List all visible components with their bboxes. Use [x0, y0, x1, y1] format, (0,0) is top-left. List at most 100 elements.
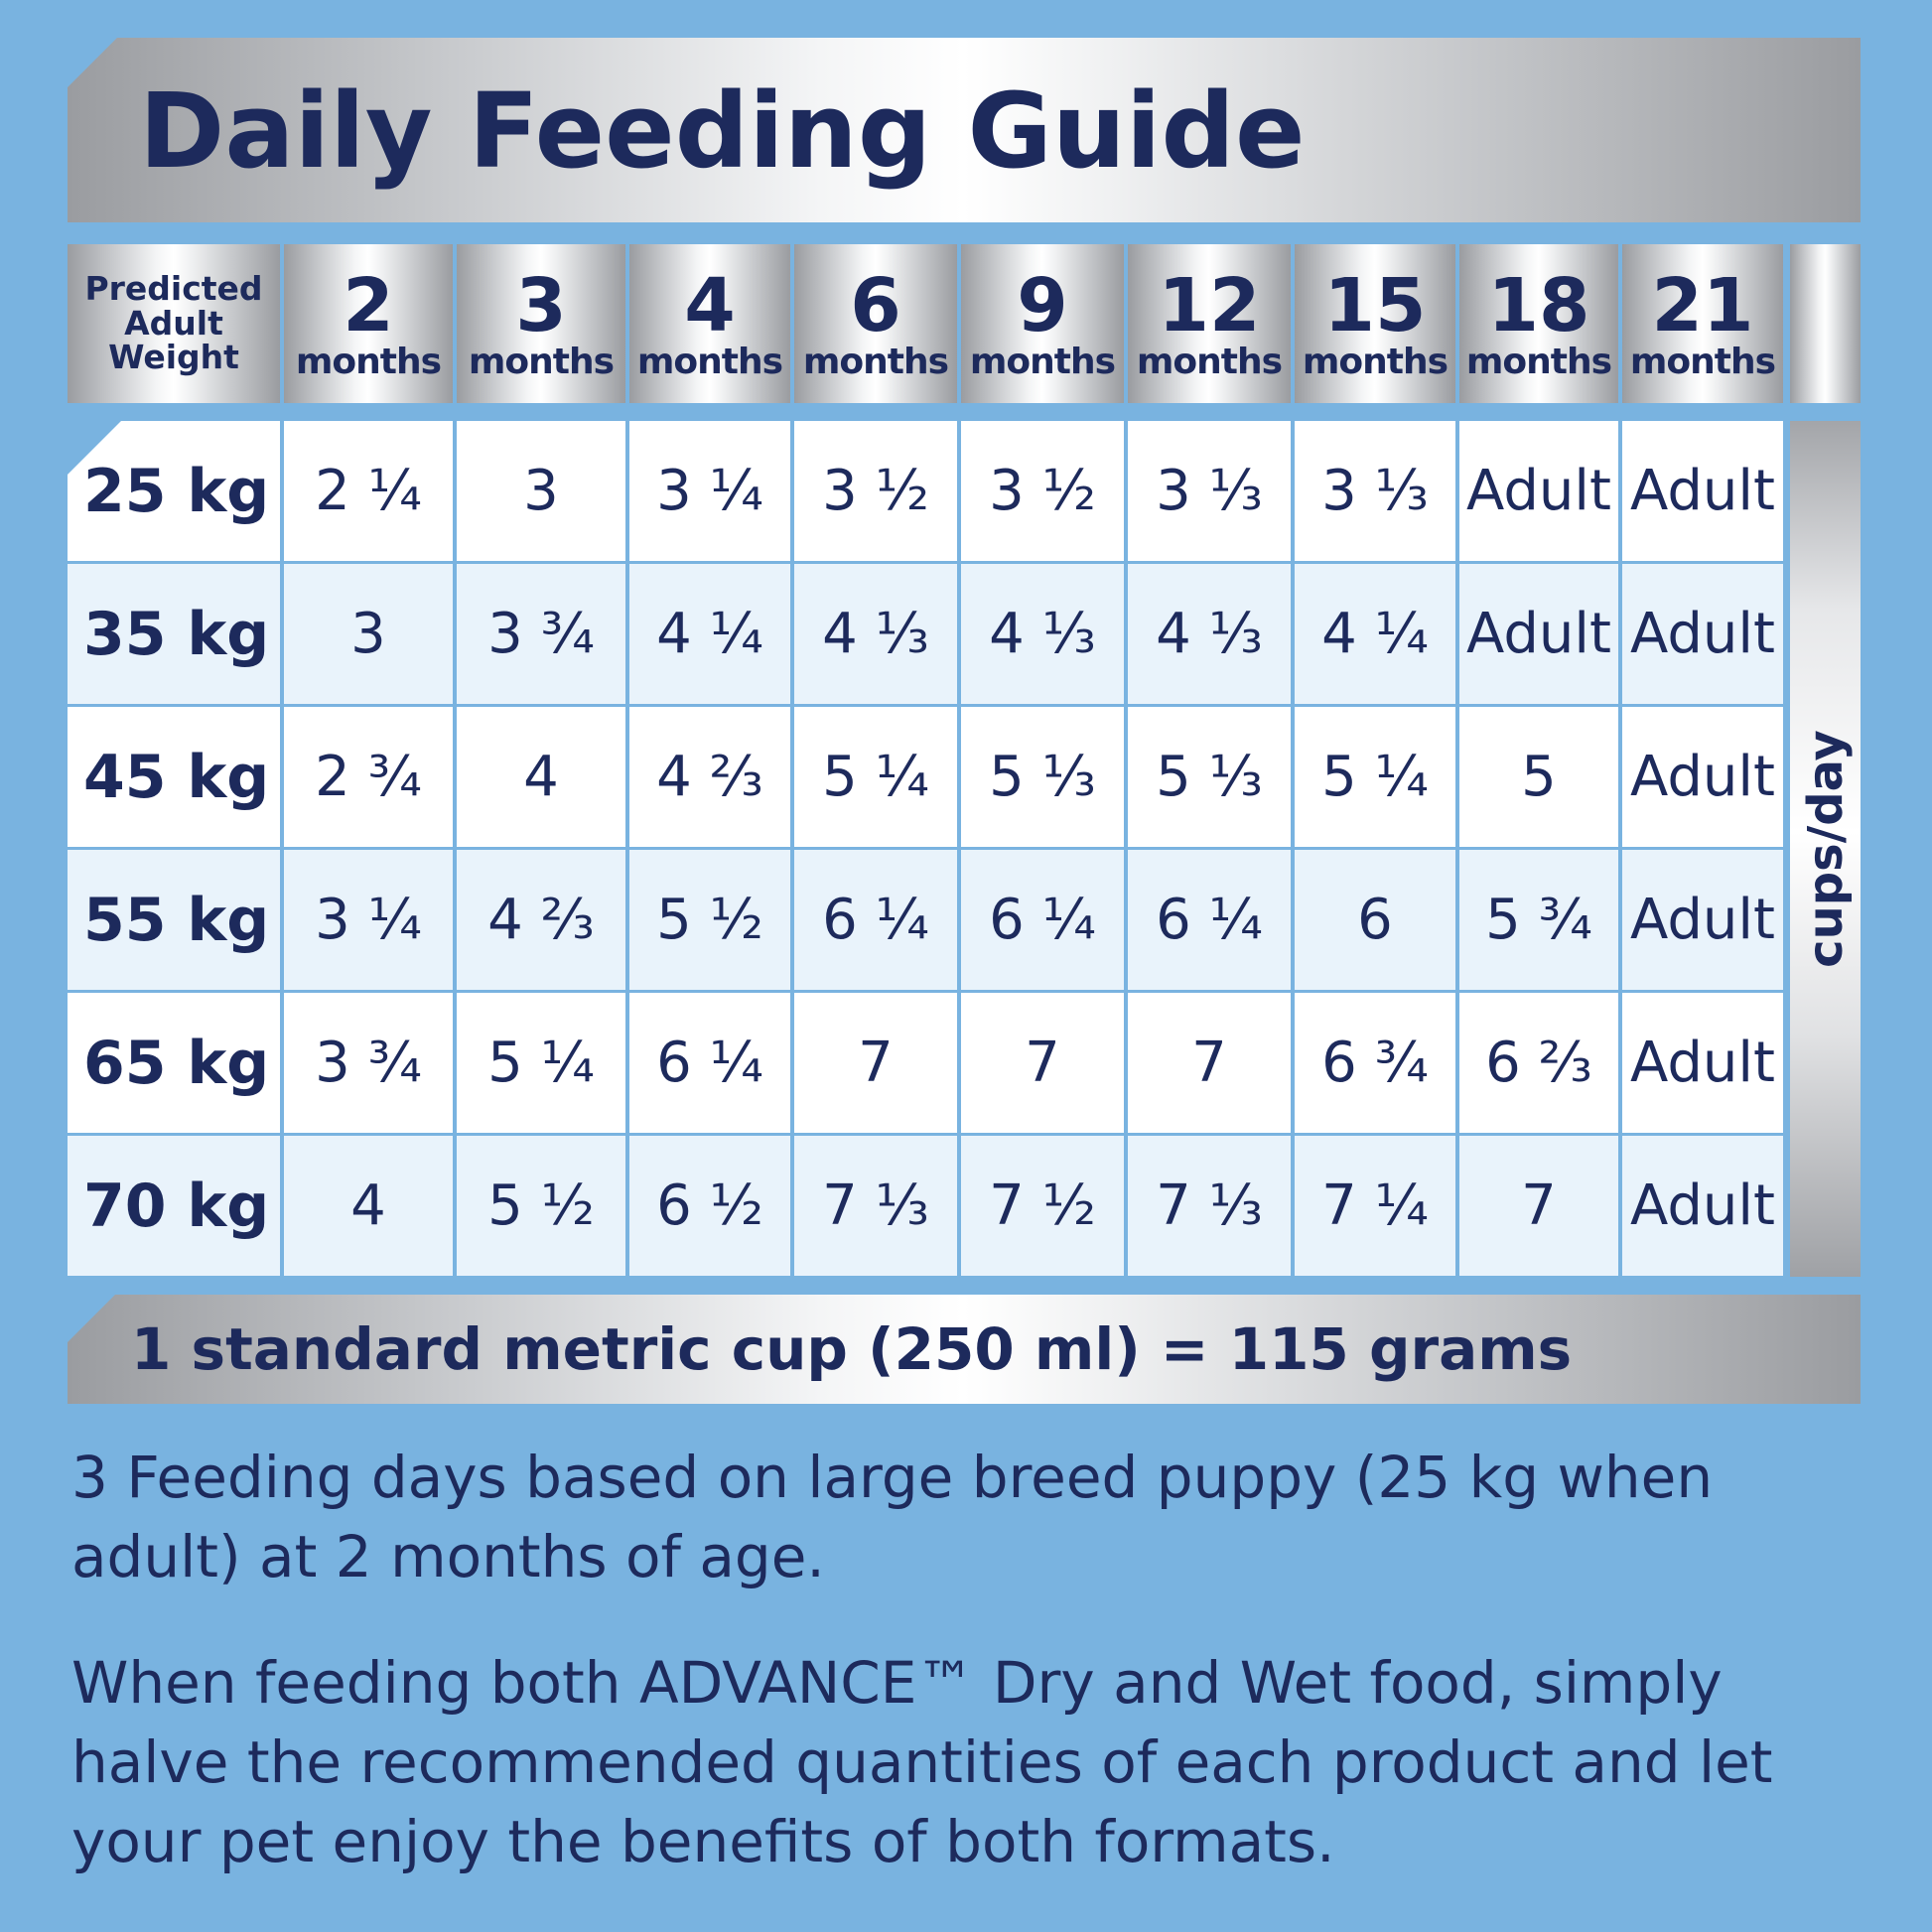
quantity-cell: 7 ½: [961, 1136, 1124, 1276]
quantity-cell: Adult: [1622, 707, 1783, 847]
weight-cell: 35 kg: [68, 564, 280, 704]
age-unit: months: [1465, 342, 1612, 383]
quantity-cell: 7: [961, 993, 1124, 1133]
quantity-cell: 3 ⅓: [1128, 421, 1291, 561]
age-unit: months: [1302, 342, 1449, 383]
age-column-header: 15 months: [1295, 244, 1455, 403]
feeding-note: 3 Feeding days based on large breed pupp…: [71, 1444, 1714, 1590]
weight-cell: 55 kg: [68, 850, 280, 990]
age-number: 12: [1158, 263, 1261, 349]
quantity-cell: 7: [1459, 1136, 1618, 1276]
quantity-cell: 5 ¼: [794, 707, 957, 847]
age-unit: months: [295, 342, 442, 383]
unit-side-bar: cups/day: [1790, 421, 1861, 1277]
age-column-header: 9 months: [961, 244, 1124, 403]
age-column-header: 4 months: [629, 244, 790, 403]
quantity-cell: Adult: [1459, 564, 1618, 704]
age-column-header: 12 months: [1128, 244, 1291, 403]
page-title: Daily Feeding Guide: [139, 70, 1306, 192]
age-unit: months: [468, 342, 615, 383]
title-banner: Daily Feeding Guide: [68, 38, 1861, 222]
quantity-cell: 5 ⅓: [961, 707, 1124, 847]
quantity-cell: Adult: [1622, 993, 1783, 1133]
quantity-cell: 5 ¼: [457, 993, 625, 1133]
quantity-cell: 5 ¼: [1295, 707, 1455, 847]
header-end-bar: [1790, 244, 1861, 403]
quantity-cell: 3 ¼: [629, 421, 790, 561]
quantity-cell: 3 ¼: [284, 850, 453, 990]
quantity-cell: 3 ⅓: [1295, 421, 1455, 561]
age-column-header: 6 months: [794, 244, 957, 403]
age-number: 4: [684, 263, 736, 349]
quantity-cell: Adult: [1622, 564, 1783, 704]
quantity-cell: Adult: [1622, 850, 1783, 990]
quantity-cell: 7: [1128, 993, 1291, 1133]
age-number: 21: [1651, 263, 1754, 349]
quantity-cell: 3: [457, 421, 625, 561]
age-column-header: 2 months: [284, 244, 453, 403]
quantity-cell: 4 ¼: [1295, 564, 1455, 704]
quantity-cell: 4: [284, 1136, 453, 1276]
quantity-cell: 4 ⅓: [1128, 564, 1291, 704]
quantity-cell: 7 ¼: [1295, 1136, 1455, 1276]
cup-conversion-text: 1 standard metric cup (250 ml) = 115 gra…: [131, 1315, 1573, 1383]
quantity-cell: 6 ¼: [1128, 850, 1291, 990]
quantity-cell: 4 ⅔: [457, 850, 625, 990]
age-number: 15: [1323, 263, 1427, 349]
age-unit: months: [1136, 342, 1283, 383]
age-column-header: 3 months: [457, 244, 625, 403]
quantity-cell: 5 ½: [629, 850, 790, 990]
age-column-header: 21 months: [1622, 244, 1783, 403]
weight-cell: 45 kg: [68, 707, 280, 847]
quantity-cell: Adult: [1622, 1136, 1783, 1276]
quantity-cell: 3 ½: [961, 421, 1124, 561]
quantity-cell: 4 ⅓: [794, 564, 957, 704]
table-header: Predicted Adult Weight 2 months 3 months 4 mon…: [68, 244, 1863, 403]
quantity-cell: Adult: [1459, 421, 1618, 561]
quantity-cell: 4 ⅓: [961, 564, 1124, 704]
age-number: 9: [1017, 263, 1068, 349]
quantity-cell: 3 ½: [794, 421, 957, 561]
age-number: 3: [515, 263, 567, 349]
age-unit: months: [802, 342, 949, 383]
age-column-header: 18 months: [1459, 244, 1618, 403]
weight-cell: 25 kg: [68, 421, 280, 561]
quantity-cell: 5 ¾: [1459, 850, 1618, 990]
quantity-cell: 4 ⅔: [629, 707, 790, 847]
quantity-cell: 6 ¼: [794, 850, 957, 990]
quantity-cell: 3: [284, 564, 453, 704]
quantity-cell: 6 ¼: [629, 993, 790, 1133]
quantity-cell: 7 ⅓: [1128, 1136, 1291, 1276]
quantity-cell: 6 ½: [629, 1136, 790, 1276]
quantity-cell: 5 ½: [457, 1136, 625, 1276]
mixed-feeding-note: When feeding both ADVANCE™ Dry and Wet f…: [71, 1649, 1773, 1875]
unit-label: cups/day: [1797, 730, 1854, 968]
quantity-cell: 3 ¾: [457, 564, 625, 704]
age-number: 18: [1487, 263, 1590, 349]
quantity-cell: 4 ¼: [629, 564, 790, 704]
age-unit: months: [1629, 342, 1776, 383]
quantity-cell: 4: [457, 707, 625, 847]
quantity-cell: 5: [1459, 707, 1618, 847]
quantity-cell: 6 ¾: [1295, 993, 1455, 1133]
quantity-cell: 6 ¼: [961, 850, 1124, 990]
weight-cell: 70 kg: [68, 1136, 280, 1276]
quantity-cell: 6 ⅔: [1459, 993, 1618, 1133]
weight-header-label: Predicted Adult Weight: [84, 269, 263, 377]
quantity-cell: 3 ¾: [284, 993, 453, 1133]
age-number: 2: [343, 263, 394, 349]
quantity-cell: 2 ¾: [284, 707, 453, 847]
quantity-cell: 7 ⅓: [794, 1136, 957, 1276]
cup-conversion-banner: 1 standard metric cup (250 ml) = 115 gra…: [68, 1295, 1861, 1404]
age-number: 6: [850, 263, 901, 349]
age-unit: months: [636, 342, 783, 383]
weight-cell: 65 kg: [68, 993, 280, 1133]
quantity-cell: Adult: [1622, 421, 1783, 561]
quantity-cell: 2 ¼: [284, 421, 453, 561]
age-unit: months: [969, 342, 1116, 383]
quantity-cell: 7: [794, 993, 957, 1133]
quantity-cell: 6: [1295, 850, 1455, 990]
quantity-cell: 5 ⅓: [1128, 707, 1291, 847]
weight-column-header: Predicted Adult Weight: [68, 244, 280, 403]
